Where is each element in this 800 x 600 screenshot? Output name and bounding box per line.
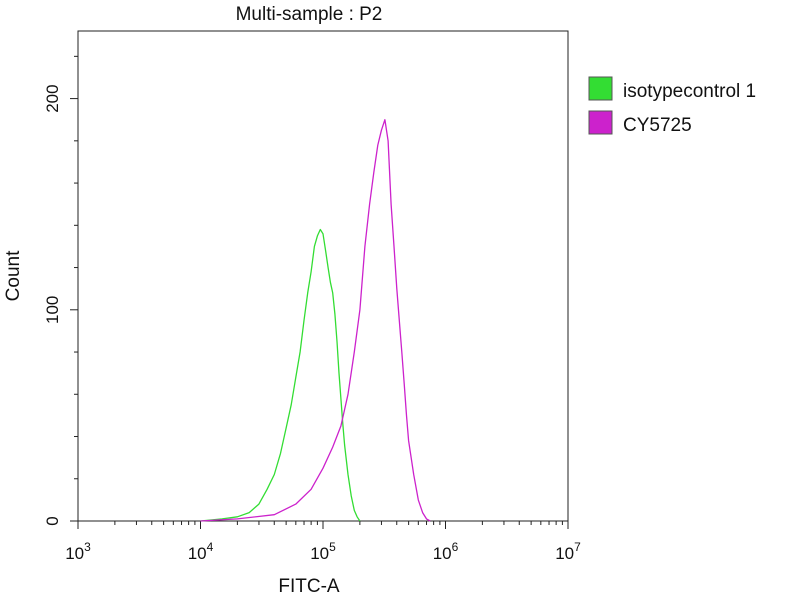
x-tick-label: 105 <box>310 540 336 563</box>
y-axis-label: Count <box>3 250 24 301</box>
y-tick-label: 0 <box>43 516 62 525</box>
x-tick-base: 10 <box>65 544 84 563</box>
x-tick-exponent: 4 <box>207 540 214 554</box>
x-tick-label: 106 <box>433 540 459 563</box>
x-tick-exponent: 3 <box>84 540 91 554</box>
plot-frame <box>77 30 569 522</box>
x-axis-label: FITC-A <box>278 576 340 597</box>
series-line-cy5725 <box>200 119 431 522</box>
x-axis: 103 104 105 106 107 <box>65 521 581 563</box>
legend-label-isotypecontrol: isotypecontrol 1 <box>623 81 756 102</box>
chart-title: Multi-sample : P2 <box>236 4 383 25</box>
y-axis: 0 100 200 <box>43 55 78 526</box>
x-tick-label: 107 <box>555 540 581 563</box>
x-tick-exponent: 7 <box>574 540 581 554</box>
series-group <box>200 119 431 522</box>
x-tick-exponent: 6 <box>452 540 459 554</box>
legend-label-cy5725: CY5725 <box>623 115 692 136</box>
legend-swatch-isotypecontrol <box>588 76 613 101</box>
legend: isotypecontrol 1 CY5725 <box>588 76 756 136</box>
legend-swatch-cy5725 <box>588 110 613 135</box>
y-tick-label: 100 <box>43 296 62 324</box>
x-tick-label: 104 <box>188 540 214 563</box>
y-tick-label: 200 <box>43 84 62 112</box>
x-tick-label: 103 <box>65 540 91 563</box>
x-tick-exponent: 5 <box>329 540 336 554</box>
x-tick-base: 10 <box>555 544 574 563</box>
x-tick-base: 10 <box>188 544 207 563</box>
x-tick-base: 10 <box>433 544 452 563</box>
series-line-isotypecontrol <box>200 228 361 522</box>
x-tick-base: 10 <box>310 544 329 563</box>
plot-area <box>77 30 569 522</box>
